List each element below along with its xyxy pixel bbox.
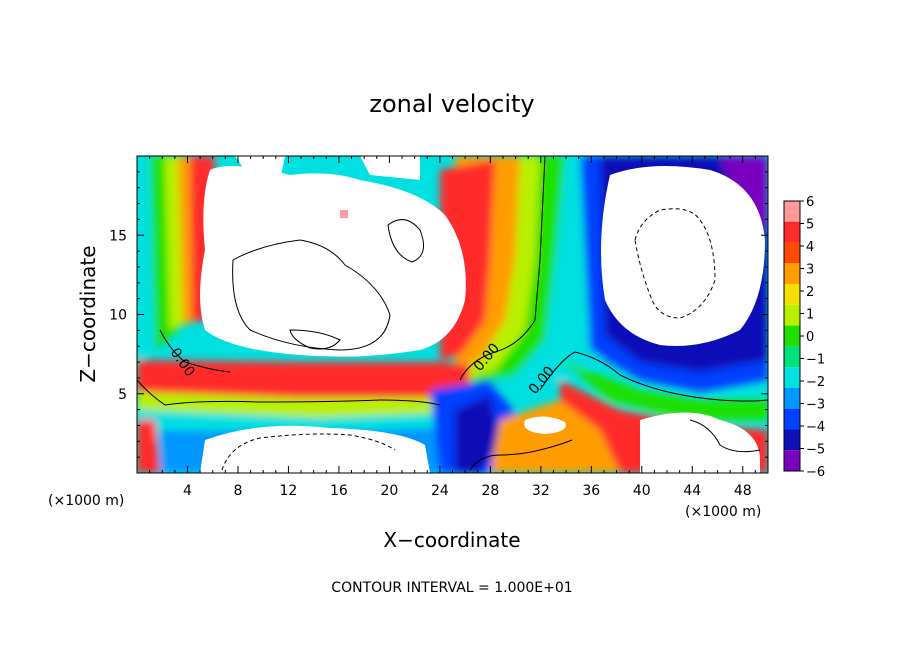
colorbar-label: −1: [806, 353, 825, 368]
y-tick-label: 5: [118, 387, 127, 403]
colorbar-label: −2: [806, 375, 825, 390]
x-tick-label: 40: [633, 483, 651, 499]
colorbar-label: 4: [806, 240, 814, 255]
colorbar-swatch: [784, 304, 800, 326]
colorbar-swatch: [784, 367, 800, 388]
colorbar-label: −6: [806, 465, 825, 480]
colorbar: 6 5 4 3 2 1 0 −1 −2 −3 −4 −5 −6: [783, 195, 825, 480]
x-unit-left: (×1000 m): [48, 493, 124, 509]
x-tick-label: 32: [532, 483, 550, 499]
x-tick-label: 28: [481, 483, 499, 499]
y-axis-label: Z−coordinate: [76, 245, 100, 382]
heatmap-field: 0.00 0.00 0.00: [137, 156, 768, 473]
x-tick-label: 48: [734, 483, 752, 499]
colorbar-swatch: [784, 263, 800, 285]
colorbar-label: 5: [806, 218, 814, 233]
colorbar-label: 2: [806, 285, 814, 300]
y-axis: 5 10 15: [109, 171, 768, 458]
x-unit-right: (×1000 m): [685, 504, 761, 520]
colorbar-label: 6: [806, 195, 814, 210]
colorbar-swatch: [784, 450, 800, 471]
x-tick-label: 8: [233, 483, 242, 499]
colorbar-swatch: [784, 346, 800, 368]
y-tick-label: 15: [109, 228, 127, 244]
x-tick-label: 36: [582, 483, 600, 499]
colorbar-swatch: [784, 325, 800, 347]
x-axis: 4 8 12 16 20 24 28 32 36 40 44 48: [149, 156, 756, 499]
contour-lines: [137, 156, 768, 471]
x-axis-label: X−coordinate: [383, 528, 520, 552]
colorbar-swatch: [784, 221, 800, 243]
colorbar-label: 3: [806, 263, 814, 278]
x-tick-label: 24: [431, 483, 449, 499]
white-regions: [200, 156, 765, 473]
x-tick-label: 20: [380, 483, 398, 499]
colorbar-label: 1: [806, 308, 814, 323]
chart-title: zonal velocity: [369, 90, 534, 118]
y-tick-label: 10: [109, 308, 127, 324]
contour-interval-note: CONTOUR INTERVAL = 1.000E+01: [331, 580, 572, 596]
colorbar-swatch: [784, 242, 800, 264]
x-tick-label: 16: [330, 483, 348, 499]
colorbar-label: 0: [806, 330, 814, 345]
colorbar-swatch: [784, 387, 800, 409]
colorbar-label: −5: [806, 443, 825, 458]
colorbar-label: −4: [806, 420, 825, 435]
x-tick-label: 12: [280, 483, 298, 499]
colorbar-label: −3: [806, 398, 825, 413]
x-tick-label: 44: [683, 483, 701, 499]
colorbar-swatch: [784, 408, 800, 430]
x-tick-label: 4: [183, 483, 192, 499]
colorbar-swatch: [784, 429, 800, 451]
colorbar-swatch: [784, 201, 800, 222]
colorbar-swatch: [784, 284, 800, 305]
